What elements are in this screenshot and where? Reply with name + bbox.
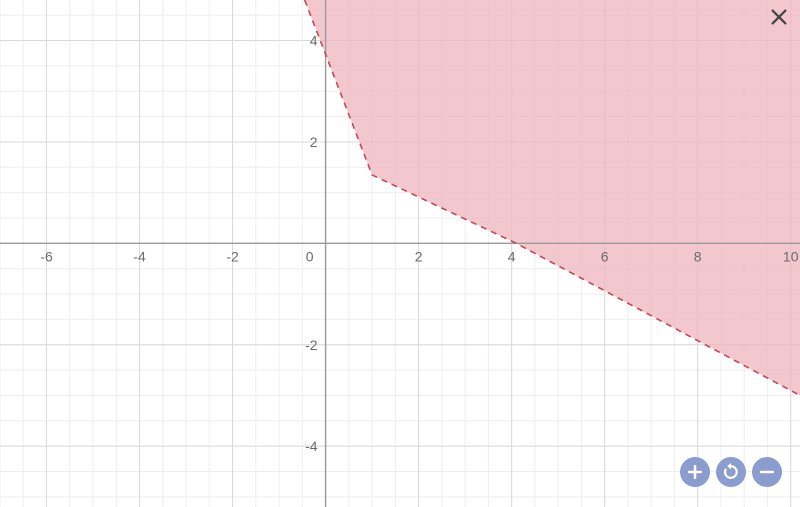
y-tick-label: -4 [305, 438, 318, 454]
x-tick-label: -4 [133, 248, 146, 264]
minus-icon [757, 462, 777, 482]
x-tick-label: -2 [226, 248, 239, 264]
y-tick-label: -2 [305, 337, 318, 353]
x-tick-label: -6 [40, 248, 53, 264]
y-tick-label: 4 [310, 33, 318, 49]
x-tick-label: 2 [415, 248, 423, 264]
x-tick-label: 0 [306, 248, 314, 264]
x-tick-label: 8 [694, 248, 702, 264]
coordinate-plane[interactable]: -6 -4 -2 0 2 4 6 8 10 -4 -2 2 4 [0, 0, 800, 507]
zoom-in-button[interactable] [680, 457, 710, 487]
zoom-toolbar [680, 457, 782, 487]
reset-view-button[interactable] [716, 457, 746, 487]
y-tick-label: 2 [310, 134, 318, 150]
x-tick-label: 4 [508, 248, 516, 264]
x-tick-label: 6 [601, 248, 609, 264]
zoom-out-button[interactable] [752, 457, 782, 487]
x-tick-label: 10 [783, 248, 799, 264]
close-button[interactable] [768, 6, 790, 28]
reset-icon [721, 462, 741, 482]
plus-icon [685, 462, 705, 482]
close-icon [768, 6, 790, 28]
graph-container: -6 -4 -2 0 2 4 6 8 10 -4 -2 2 4 [0, 0, 800, 507]
